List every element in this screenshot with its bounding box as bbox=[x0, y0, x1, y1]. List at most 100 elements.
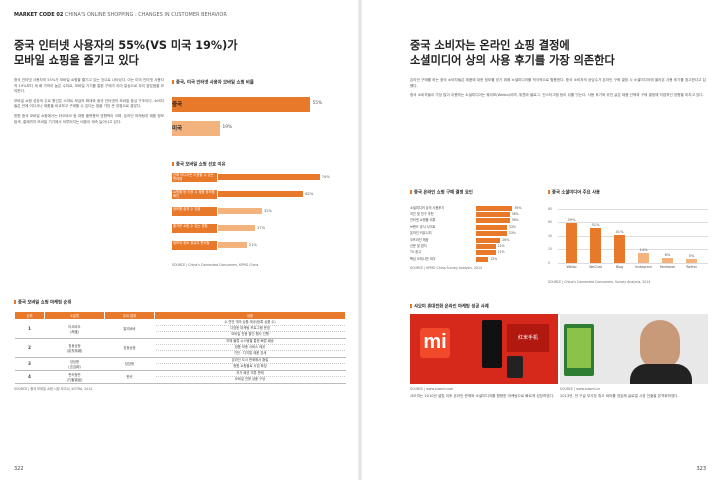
running-head: MARKET CODE 02 CHINA'S ONLINE SHOPPING :… bbox=[14, 12, 227, 18]
right-headline-line2: 소셜미디어 상의 사용 후기를 가장 의존한다 bbox=[410, 54, 615, 67]
chart4-value-label: 14% bbox=[639, 248, 648, 253]
chart1: 중국, 미국 인터넷 사용자 모바일 쇼핑 비율 중국 55% 미국 19% bbox=[172, 80, 348, 145]
table-cell-name: 당당왕 (当当网) bbox=[44, 357, 105, 371]
chart3-row: TV 광고 21% bbox=[410, 249, 540, 256]
chart3-bar bbox=[476, 237, 501, 243]
chart3-bar bbox=[476, 205, 513, 211]
chart1-plot: 중국 55% 미국 19% bbox=[172, 93, 348, 145]
chart3-value-label: 13% bbox=[490, 256, 498, 261]
chart3-bar bbox=[476, 231, 507, 237]
face bbox=[640, 320, 680, 368]
table-cell-name-line: 판커청핀 bbox=[68, 372, 81, 377]
table-cell-name-line: 당당왕 bbox=[69, 359, 80, 364]
left-folio: 322 bbox=[14, 466, 24, 472]
chart3-title: 중국 온라인 쇼핑 구매 결정 요인 bbox=[410, 190, 540, 197]
right-headline: 중국 소비자는 온라인 쇼핑 결정에 소셜미디어 상의 사용 후기를 가장 의존… bbox=[410, 38, 710, 68]
table-cell-desc-line: 자체 물류 시스템을 통한 빠른 배송 bbox=[155, 339, 345, 345]
table-cell-name: 타오바오 (淘宝) bbox=[44, 319, 105, 339]
ranking-table-section: 중국 모바일 쇼핑 마케팅 순위 순위 소분류 주요 업체 내용 1 타오바오 (淘… bbox=[14, 300, 346, 391]
chart1-title: 중국, 미국 인터넷 사용자 모바일 쇼핑 비율 bbox=[172, 80, 348, 87]
chart4-category-label: Twitter bbox=[685, 264, 698, 269]
left-source2: SOURCE | 중국 모바일 쇼핑 시장 보고서, KOTRA, 2014 bbox=[14, 386, 93, 391]
table-cell-name: 징동상청 (京东商城) bbox=[44, 338, 105, 358]
chart3-value-label: 21% bbox=[497, 250, 505, 255]
table-cell-company: 알리바바 bbox=[104, 319, 155, 339]
table-cell-desc-line: 수 천만 개의 상품 제공(등록 상품 수) bbox=[155, 320, 345, 326]
table-cell-name-line: 징동상청 bbox=[68, 343, 81, 348]
chart3: 중국 온라인 쇼핑 구매 결정 요인 소셜미디어 상의 사용후기 39% 지인 및 … bbox=[410, 190, 540, 270]
chart3-category-label: 인터넷 쇼핑몰 리뷰 bbox=[410, 218, 436, 223]
right-folio: 323 bbox=[696, 466, 706, 472]
photo-caption-left: SOURCE | www.xiaomi.com bbox=[410, 387, 454, 391]
ranking-table: 순위 소분류 주요 업체 내용 1 타오바오 (淘宝) 알리바바 수 천만 개의 상품 … bbox=[14, 310, 346, 384]
table-cell-rank: 3 bbox=[14, 357, 45, 371]
chart2-plot: 언제 어디서든 이용할 수 있는 편리함 74% 쇼핑몰 등 이용 시 제품 정보를… bbox=[172, 172, 348, 261]
chart2-bar bbox=[218, 208, 262, 214]
table-cell-rank: 2 bbox=[14, 338, 45, 358]
table-cell-desc-line: 저가 패션 의류 판매 bbox=[155, 371, 345, 377]
chart1-bar-1 bbox=[172, 120, 220, 136]
chart3-row: 인터넷 쇼핑몰 리뷰 36% bbox=[410, 217, 540, 224]
chart2-category-label: 언제 어디서든 이용할 수 있는 편리함 bbox=[172, 172, 217, 182]
chart4-gridline bbox=[558, 235, 708, 237]
chart2-row: 정보를 쉽게 수 있음 32% bbox=[172, 206, 348, 216]
chart2-category-label: 즐거운 쇼핑 수 있는 경험 bbox=[172, 223, 217, 233]
chart4-gridline bbox=[558, 262, 708, 264]
chart2-row: 정보의 정보 공유의 편리함 21% bbox=[172, 240, 348, 250]
chart1-val-1: 19% bbox=[222, 124, 233, 130]
chart4-value-label: 59% bbox=[567, 217, 576, 222]
table-cell-desc-line: 모바일 전용 할인 행사 진행 bbox=[231, 332, 269, 336]
chart4-value-label: 6% bbox=[664, 253, 671, 258]
table-header-desc: 내용 bbox=[154, 310, 346, 320]
table-cell-name-line: (京东商城) bbox=[66, 348, 83, 353]
chart4-category-label: Facebook bbox=[659, 264, 676, 269]
right-page: 중국 소비자는 온라인 쇼핑 결정에 소셜미디어 상의 사용 후기를 가장 의존… bbox=[360, 0, 720, 480]
chart4-bar bbox=[662, 258, 673, 263]
left-source1: SOURCE | China's Connected Consumers, KP… bbox=[172, 262, 259, 267]
chart4-category-label: Weibo bbox=[566, 264, 577, 269]
chart2-value-label: 27% bbox=[257, 225, 266, 230]
table-cell-desc: 자체 물류 시스템을 통한 빠른 배송 정품 보증 서비스 제공 가전 · 디지털 … bbox=[154, 338, 346, 358]
table-header-row: 순위 소분류 주요 업체 내용 bbox=[14, 310, 346, 320]
photo-section-title: 샤오미 휴대전화 온라인 마케팅 성공 사례 bbox=[410, 304, 708, 311]
chart4-category-label: WeChat bbox=[589, 264, 602, 269]
chart3-row: 브랜드 공식 사이트 33% bbox=[410, 224, 540, 230]
chart4-value-label: 41% bbox=[615, 229, 624, 234]
chart4: 중국 소셜미디어 주요 사용 80 60 40 20 0 59% Weibo 51% WeCha… bbox=[548, 190, 708, 284]
right-source3: SOURCE | KPMG China Survey Analysis, 201… bbox=[410, 265, 482, 270]
chart4-gridline bbox=[558, 208, 708, 210]
table-cell-company: 징동상청 bbox=[104, 338, 155, 358]
chart3-category-label: 온라인 커뮤니티 bbox=[410, 231, 432, 236]
right-headline-line1: 중국 소비자는 온라인 쇼핑 결정에 bbox=[410, 39, 570, 52]
table-header-rank: 순위 bbox=[14, 310, 45, 320]
chart2-bar bbox=[218, 191, 304, 197]
chart2-row: 쇼핑몰 등 이용 시 제품 정보를 확인 62% bbox=[172, 189, 348, 199]
chart3-row: 오프라인 매장 26% bbox=[410, 237, 540, 243]
chart1-row-0: 중국 55% bbox=[172, 96, 348, 112]
chart3-value-label: 26% bbox=[502, 237, 510, 242]
chart1-row-1: 미국 19% bbox=[172, 120, 348, 136]
chart2-bar bbox=[218, 242, 247, 248]
chart3-category-label: 핵심 오피니언 리더 bbox=[410, 256, 436, 261]
chart4-bar bbox=[686, 259, 697, 263]
table-cell-name-line: (凡客诚品) bbox=[66, 377, 83, 382]
table-cell-company: 판커 bbox=[104, 370, 155, 384]
left-body-p3: 한편 중국 모바일 쇼핑에서는 타오바오 등 대형 플랫폼의 영향력이 크며, … bbox=[14, 113, 164, 124]
chart3-category-label: 브랜드 공식 사이트 bbox=[410, 224, 436, 229]
left-body-p1: 중국 인터넷 사용자의 55%가 모바일 쇼핑을 즐기고 있는 것으로 나타났다… bbox=[14, 78, 164, 94]
chart4-plot: 80 60 40 20 0 59% Weibo 51% WeChat 41% Blog 14% Inst… bbox=[548, 203, 708, 277]
chart3-category-label: 오프라인 매장 bbox=[410, 237, 429, 242]
table-cell-company: 당당왕 bbox=[104, 357, 155, 371]
table-cell-desc: 수 천만 개의 상품 제공(등록 상품 수) 다양한 마케팅 프로그램 운영 모바일… bbox=[154, 319, 346, 339]
chart3-row: 소셜미디어 상의 사용후기 39% bbox=[410, 205, 540, 211]
chart2-category-label: 정보의 정보 공유의 편리함 bbox=[172, 240, 217, 250]
chart3-value-label: 36% bbox=[511, 211, 519, 216]
chart2: 중국 모바일 쇼핑 선호 이유 언제 어디서든 이용할 수 있는 편리함 74% 쇼… bbox=[172, 162, 348, 267]
chart1-val-0: 55% bbox=[312, 100, 323, 106]
chart2-category-label: 쇼핑몰 등 이용 시 제품 정보를 확인 bbox=[172, 189, 217, 199]
table-cell-desc-line: 가전 · 디지털 제품 강세 bbox=[233, 351, 267, 355]
table-cell-desc-line: 종합 쇼핑몰로 사업 확장 bbox=[233, 364, 267, 368]
table-row: 4 판커청핀 (凡客诚品) 판커 저가 패션 의류 판매 모바일 전용 상품 구성 bbox=[14, 370, 346, 384]
table-cell-rank: 1 bbox=[14, 319, 45, 339]
table-cell-desc: 저가 패션 의류 판매 모바일 전용 상품 구성 bbox=[154, 370, 346, 384]
